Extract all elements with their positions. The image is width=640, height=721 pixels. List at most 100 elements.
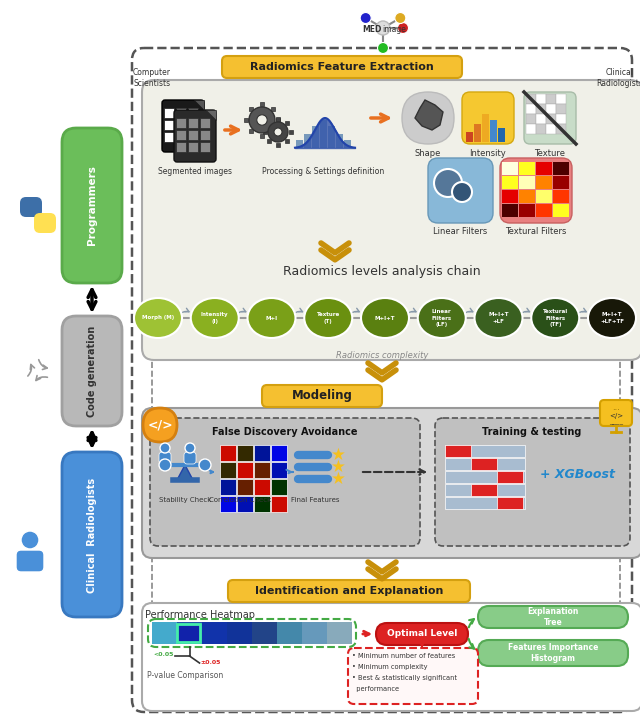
Bar	[177, 622, 202, 644]
Bar	[553, 162, 569, 175]
Bar	[285, 139, 289, 143]
Bar	[556, 114, 566, 124]
Text: Shape: Shape	[415, 149, 441, 157]
Bar	[546, 94, 556, 104]
Text: Code generation: Code generation	[87, 325, 97, 417]
Ellipse shape	[418, 298, 466, 338]
Text: Stability Check: Stability Check	[159, 497, 211, 503]
Text: Features Importance
Histogram: Features Importance Histogram	[508, 643, 598, 663]
Bar	[502, 162, 518, 175]
Bar	[536, 104, 546, 114]
FancyBboxPatch shape	[16, 550, 44, 572]
Text: <0.05: <0.05	[153, 652, 173, 657]
Circle shape	[395, 12, 406, 24]
Text: ★: ★	[331, 446, 346, 464]
Bar	[260, 134, 264, 138]
Bar	[237, 445, 253, 461]
Bar	[176, 108, 186, 118]
Text: • Best & statistically significant: • Best & statistically significant	[352, 675, 457, 681]
Bar	[271, 462, 287, 478]
FancyBboxPatch shape	[62, 452, 122, 617]
Bar	[536, 94, 546, 104]
Polygon shape	[177, 465, 193, 480]
Bar	[277, 622, 302, 644]
Bar	[471, 458, 497, 470]
Text: Explanation
Tree: Explanation Tree	[527, 607, 579, 627]
Bar	[164, 120, 174, 130]
Text: ★: ★	[331, 470, 346, 488]
Bar	[188, 118, 198, 128]
Bar	[502, 176, 518, 189]
Text: Correlation Check: Correlation Check	[209, 497, 271, 503]
Text: (I): (I)	[211, 319, 218, 324]
Bar	[445, 445, 471, 457]
FancyBboxPatch shape	[142, 80, 640, 360]
Bar	[176, 118, 186, 128]
Text: • Minimum number of features: • Minimum number of features	[352, 653, 455, 659]
Bar	[289, 130, 293, 134]
Ellipse shape	[531, 298, 579, 338]
FancyBboxPatch shape	[435, 418, 630, 546]
Ellipse shape	[248, 298, 296, 338]
FancyBboxPatch shape	[20, 197, 42, 217]
Bar	[502, 204, 518, 217]
Text: Intensity: Intensity	[201, 312, 228, 317]
Circle shape	[185, 443, 195, 453]
FancyBboxPatch shape	[143, 408, 177, 442]
Text: (T): (T)	[324, 319, 333, 324]
Text: ±0.05: ±0.05	[200, 660, 221, 665]
Text: </>: </>	[147, 418, 173, 431]
Bar	[188, 130, 198, 140]
Circle shape	[274, 128, 282, 136]
FancyBboxPatch shape	[462, 92, 514, 144]
FancyBboxPatch shape	[222, 56, 462, 78]
Text: Morph (M): Morph (M)	[142, 316, 174, 321]
Bar	[220, 479, 236, 495]
Bar	[176, 132, 186, 142]
Text: (LF): (LF)	[436, 322, 448, 327]
Text: +LF+TF: +LF+TF	[600, 319, 624, 324]
Bar	[336, 134, 343, 148]
Bar	[466, 132, 473, 142]
Bar	[220, 496, 236, 512]
Bar	[519, 190, 535, 203]
Ellipse shape	[134, 298, 182, 338]
Text: Segmented images: Segmented images	[158, 167, 232, 177]
Bar	[267, 121, 271, 125]
Circle shape	[21, 531, 39, 549]
Bar	[296, 140, 303, 148]
Bar	[445, 458, 525, 470]
Ellipse shape	[191, 298, 239, 338]
Circle shape	[159, 459, 171, 471]
FancyBboxPatch shape	[34, 213, 56, 233]
Text: Linear Filters: Linear Filters	[433, 228, 487, 236]
Bar	[244, 118, 248, 122]
Bar	[497, 497, 523, 509]
Text: Processing & Settings definition: Processing & Settings definition	[262, 167, 384, 177]
FancyBboxPatch shape	[262, 385, 382, 407]
Text: Radiomics Feature Extraction: Radiomics Feature Extraction	[250, 62, 434, 72]
Bar	[276, 118, 280, 122]
Bar	[556, 94, 566, 104]
Bar	[164, 108, 174, 118]
Text: Texture: Texture	[317, 312, 340, 317]
Text: Computer
Scientists: Computer Scientists	[133, 68, 171, 88]
Text: Training & testing: Training & testing	[483, 427, 582, 437]
Bar	[276, 143, 280, 147]
Bar	[304, 134, 311, 148]
Text: Clinical
Radiologists: Clinical Radiologists	[596, 68, 640, 88]
FancyBboxPatch shape	[402, 92, 454, 144]
Text: M+I: M+I	[266, 316, 278, 321]
Bar	[327, 622, 352, 644]
Text: Radiomics levels analysis chain: Radiomics levels analysis chain	[283, 265, 481, 278]
Bar	[526, 94, 536, 104]
FancyBboxPatch shape	[142, 408, 640, 558]
Polygon shape	[206, 110, 216, 120]
Bar	[536, 162, 552, 175]
Bar	[276, 117, 280, 121]
Bar	[445, 484, 525, 496]
FancyBboxPatch shape	[62, 316, 122, 426]
Text: image: image	[382, 25, 406, 35]
Text: M+I+T: M+I+T	[602, 312, 622, 317]
Bar	[271, 107, 275, 111]
